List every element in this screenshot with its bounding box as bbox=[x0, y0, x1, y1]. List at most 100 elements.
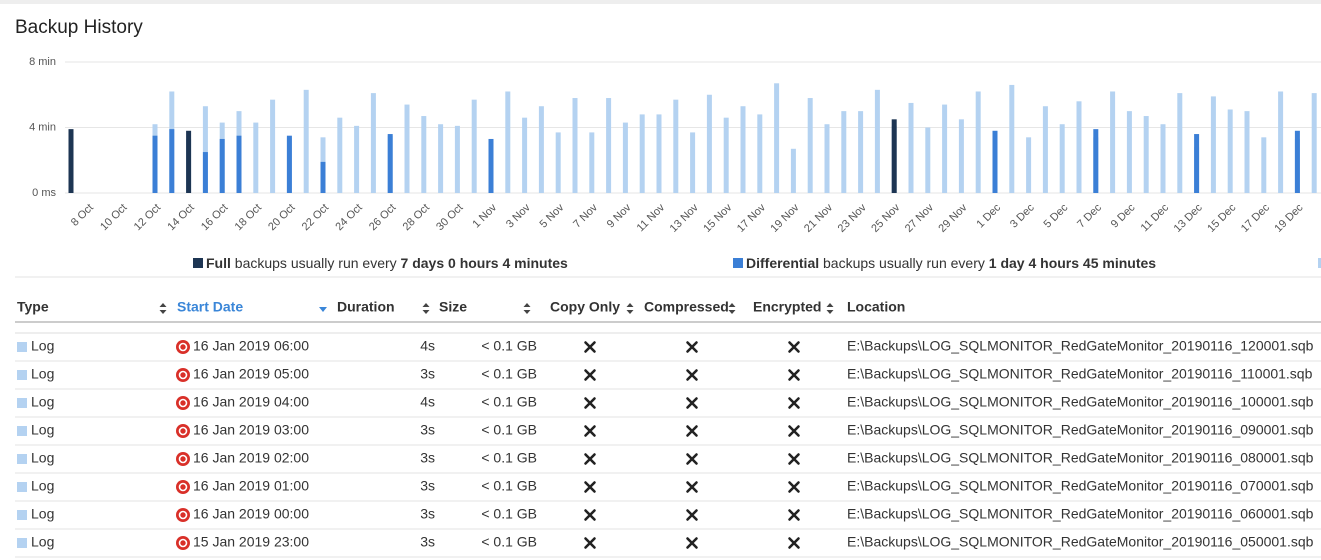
duration-cell: 3s bbox=[420, 422, 435, 438]
bar bbox=[538, 106, 544, 193]
size-cell: < 0.1 GB bbox=[481, 366, 537, 382]
column-header[interactable]: Type bbox=[17, 299, 49, 315]
date-icon bbox=[176, 424, 190, 438]
sort-icon[interactable] bbox=[826, 303, 834, 314]
date-icon bbox=[176, 508, 190, 522]
legend-swatch bbox=[1318, 258, 1321, 268]
type-cell: Log bbox=[31, 506, 54, 522]
type-cell: Log bbox=[31, 394, 54, 410]
size-cell: < 0.1 GB bbox=[481, 478, 537, 494]
duration-cell: 3s bbox=[420, 450, 435, 466]
legend-note: backups usually run every bbox=[823, 255, 985, 271]
legend-series-name: Full bbox=[206, 255, 231, 271]
legend-interval: 7 days 0 hours 4 minutes bbox=[401, 255, 568, 271]
legend-note: backups usually run every bbox=[235, 255, 397, 271]
type-swatch bbox=[17, 370, 27, 380]
size-cell: < 0.1 GB bbox=[481, 338, 537, 354]
size-cell: < 0.1 GB bbox=[481, 534, 537, 550]
sort-icon[interactable] bbox=[728, 303, 736, 314]
duration-cell: 3s bbox=[420, 506, 435, 522]
size-cell: < 0.1 GB bbox=[481, 422, 537, 438]
column-header[interactable]: Compressed bbox=[644, 299, 729, 315]
date-icon bbox=[176, 396, 190, 410]
type-cell: Log bbox=[31, 366, 54, 382]
bar bbox=[1194, 134, 1200, 193]
cross-icon bbox=[788, 369, 800, 381]
type-swatch bbox=[17, 426, 27, 436]
bar bbox=[454, 125, 460, 193]
bar bbox=[774, 83, 780, 193]
bar bbox=[858, 111, 864, 193]
type-swatch bbox=[17, 342, 27, 352]
bar bbox=[186, 130, 192, 193]
bar bbox=[908, 102, 914, 193]
bar bbox=[354, 125, 360, 193]
bar bbox=[757, 114, 763, 193]
bar bbox=[723, 117, 729, 193]
bar bbox=[1261, 137, 1267, 193]
bar bbox=[1177, 93, 1183, 193]
location-cell: E:\Backups\LOG_SQLMONITOR_RedGateMonitor… bbox=[847, 506, 1314, 522]
bar bbox=[1244, 111, 1250, 193]
cross-icon bbox=[788, 453, 800, 465]
sort-desc-icon[interactable] bbox=[319, 307, 327, 312]
location-cell: E:\Backups\LOG_SQLMONITOR_RedGateMonitor… bbox=[847, 338, 1314, 354]
date-icon-ring bbox=[178, 398, 188, 408]
bar bbox=[1042, 106, 1048, 193]
date-icon-ring bbox=[178, 454, 188, 464]
bar bbox=[152, 135, 158, 193]
sort-icon[interactable] bbox=[626, 303, 634, 314]
sort-icon[interactable] bbox=[523, 303, 531, 314]
bar bbox=[1278, 91, 1284, 193]
column-header[interactable]: Copy Only bbox=[550, 299, 620, 315]
panel-title: Backup History bbox=[15, 17, 143, 38]
bar bbox=[841, 111, 847, 193]
size-cell: < 0.1 GB bbox=[481, 450, 537, 466]
cross-icon bbox=[686, 341, 698, 353]
cross-icon bbox=[686, 481, 698, 493]
start-date-cell: 15 Jan 2019 23:00 bbox=[193, 534, 309, 550]
bar bbox=[286, 135, 292, 193]
type-swatch bbox=[17, 482, 27, 492]
bar bbox=[471, 99, 477, 193]
bar bbox=[606, 98, 612, 193]
bar bbox=[1311, 93, 1317, 193]
cross-icon bbox=[584, 369, 596, 381]
legend-entry: Full backups usually run every 7 days 0 … bbox=[206, 255, 568, 271]
bar bbox=[1110, 91, 1116, 193]
location-cell: E:\Backups\LOG_SQLMONITOR_RedGateMonitor… bbox=[847, 450, 1314, 466]
column-header[interactable]: Duration bbox=[337, 299, 395, 315]
start-date-cell: 16 Jan 2019 05:00 bbox=[193, 366, 309, 382]
legend-entry: Differential backups usually run every 1… bbox=[746, 255, 1156, 271]
bar bbox=[337, 117, 343, 193]
bar bbox=[622, 122, 628, 193]
cross-icon bbox=[788, 425, 800, 437]
start-date-cell: 16 Jan 2019 00:00 bbox=[193, 506, 309, 522]
type-cell: Log bbox=[31, 450, 54, 466]
sort-icon[interactable] bbox=[422, 303, 430, 314]
y-tick-label: 0 ms bbox=[32, 187, 56, 199]
location-cell: E:\Backups\LOG_SQLMONITOR_RedGateMonitor… bbox=[847, 394, 1314, 410]
size-cell: < 0.1 GB bbox=[481, 506, 537, 522]
date-icon-ring bbox=[178, 482, 188, 492]
cross-icon bbox=[584, 341, 596, 353]
column-header[interactable]: Start Date bbox=[177, 299, 243, 315]
bar bbox=[992, 130, 998, 193]
column-header[interactable]: Encrypted bbox=[753, 299, 821, 315]
bar bbox=[942, 104, 948, 193]
cross-icon bbox=[584, 481, 596, 493]
date-icon-ring bbox=[178, 426, 188, 436]
bar bbox=[1093, 129, 1099, 193]
sort-icon[interactable] bbox=[159, 303, 167, 314]
type-cell: Log bbox=[31, 478, 54, 494]
bar bbox=[438, 124, 444, 193]
cross-icon bbox=[686, 369, 698, 381]
date-icon-ring bbox=[178, 510, 188, 520]
column-header[interactable]: Size bbox=[439, 299, 467, 315]
column-header[interactable]: Location bbox=[847, 299, 905, 315]
bar bbox=[656, 114, 662, 193]
bar bbox=[1026, 137, 1032, 193]
y-tick-label: 8 min bbox=[29, 56, 56, 68]
